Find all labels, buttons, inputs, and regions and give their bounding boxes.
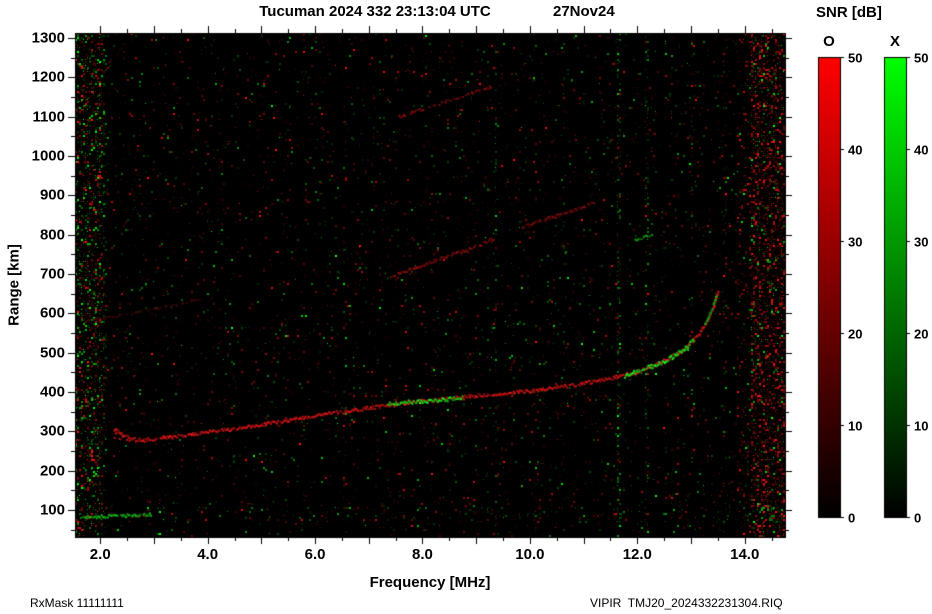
chart-date-label: 27Nov24	[553, 3, 615, 20]
colorbar-title: SNR [dB]	[816, 4, 882, 21]
rxmask-label: RxMask 11111111	[30, 596, 124, 610]
y-axis-title: Range [km]	[5, 244, 23, 326]
x-axis-title: Frequency [MHz]	[369, 574, 491, 591]
filename-label: VIPIR TMJ20_2024332231304.RIQ	[590, 596, 783, 610]
chart-title: Tucuman 2024 332 23:13:04 UTC	[259, 3, 491, 20]
colorbar-o-mode-label: O	[823, 33, 835, 50]
colorbar-x-mode-label: X	[889, 33, 901, 50]
